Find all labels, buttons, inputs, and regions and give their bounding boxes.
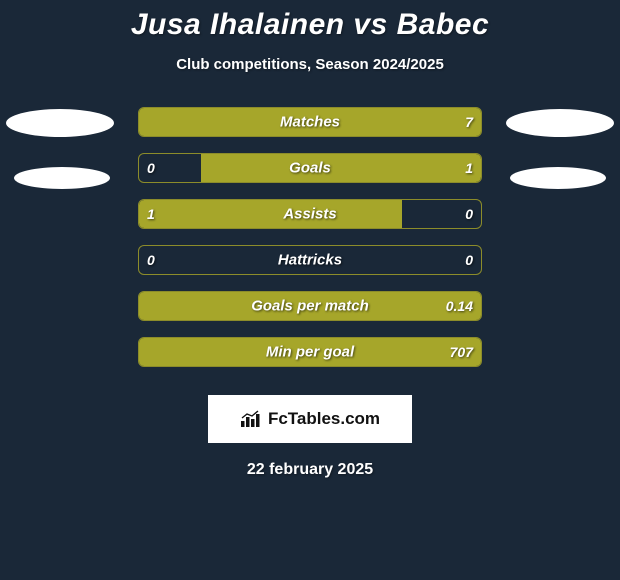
stat-row-min-per-goal: Min per goal 707 <box>138 337 482 367</box>
stat-row-assists: 1 Assists 0 <box>138 199 482 229</box>
stat-left-value: 1 <box>147 206 155 222</box>
stat-row-hattricks: 0 Hattricks 0 <box>138 245 482 275</box>
stat-right-value: 707 <box>450 344 473 360</box>
stat-fill-left <box>139 200 402 228</box>
stat-right-value: 0 <box>465 252 473 268</box>
stat-right-value: 0.14 <box>446 298 473 314</box>
stat-row-goals: 0 Goals 1 <box>138 153 482 183</box>
page-title: Jusa Ihalainen vs Babec <box>0 8 620 42</box>
stat-rows: Matches 7 0 Goals 1 1 Assists 0 0 <box>138 107 482 367</box>
player-marker-ellipse <box>510 167 606 189</box>
comparison-infographic: Jusa Ihalainen vs Babec Club competition… <box>0 0 620 580</box>
stat-right-value: 1 <box>465 160 473 176</box>
stat-fill-left <box>139 338 481 366</box>
stat-right-value: 7 <box>465 114 473 130</box>
bar-chart-icon <box>240 410 262 428</box>
player-marker-ellipse <box>6 109 114 137</box>
stat-row-matches: Matches 7 <box>138 107 482 137</box>
stats-area: Matches 7 0 Goals 1 1 Assists 0 0 <box>0 107 620 367</box>
stat-fill-left <box>139 108 481 136</box>
brand-badge: FcTables.com <box>208 395 412 443</box>
stat-left-value: 0 <box>147 160 155 176</box>
brand-text: FcTables.com <box>268 409 380 429</box>
stat-left-value: 0 <box>147 252 155 268</box>
stat-right-value: 0 <box>465 206 473 222</box>
stat-label: Hattricks <box>139 252 481 269</box>
right-player-marker-group <box>506 107 614 189</box>
snapshot-date: 22 february 2025 <box>0 461 620 479</box>
subtitle: Club competitions, Season 2024/2025 <box>0 56 620 73</box>
stat-fill-right <box>201 154 481 182</box>
player-marker-ellipse <box>506 109 614 137</box>
stat-fill-left <box>139 292 481 320</box>
stat-row-goals-per-match: Goals per match 0.14 <box>138 291 482 321</box>
player-marker-ellipse <box>14 167 110 189</box>
left-player-marker-group <box>6 107 114 189</box>
